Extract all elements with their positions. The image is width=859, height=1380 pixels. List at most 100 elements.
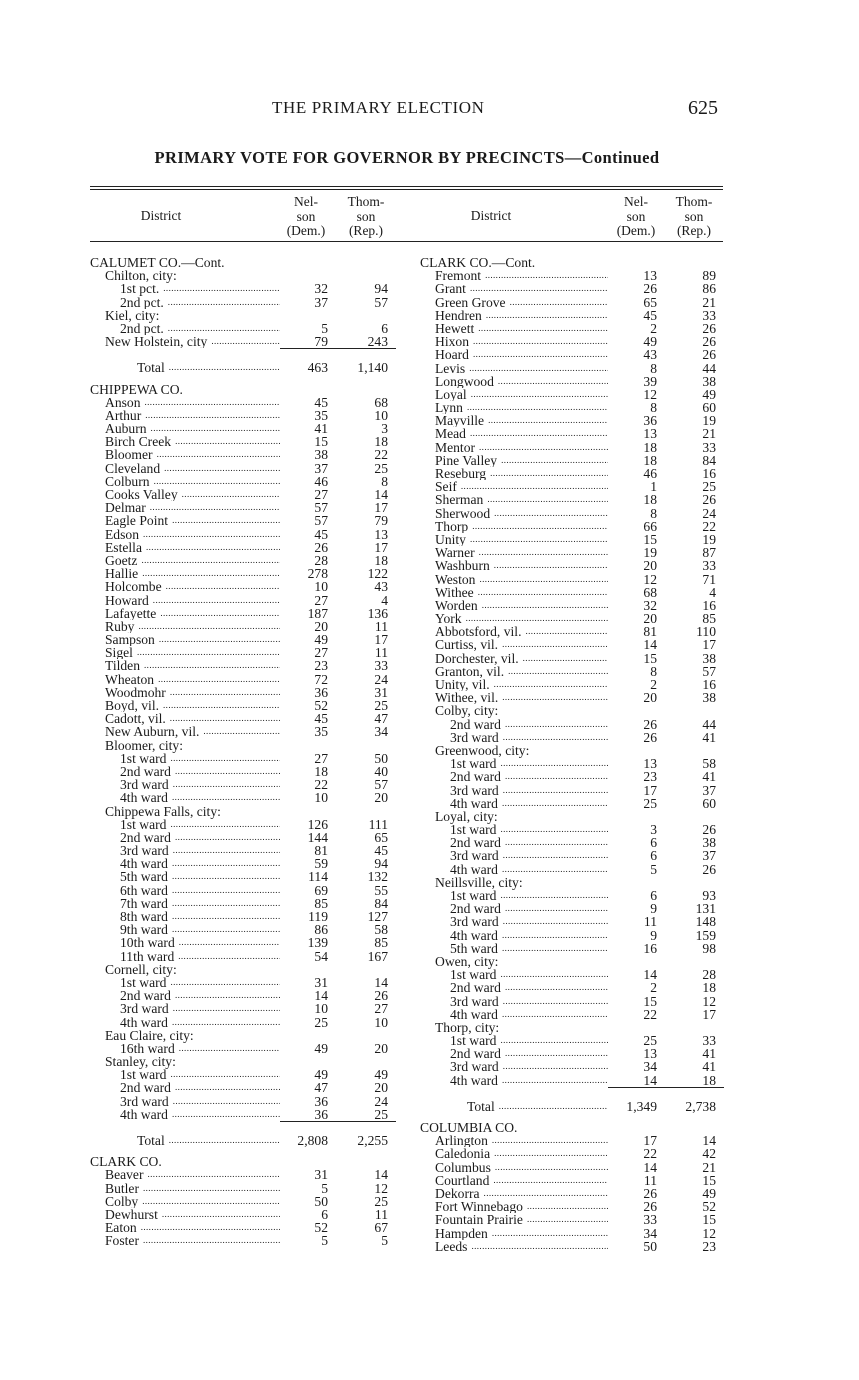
district-name: Total [137,1134,165,1148]
table-row: Butler 5 12 [90,1181,395,1195]
table-row: 2nd ward 9 131 [420,901,722,917]
table-row: Goetz 28 18 [90,554,395,568]
nelson-votes: 9 [650,927,657,943]
dot-leader [174,950,280,963]
thomson-votes: 14 [374,487,388,502]
dot-leader [162,580,280,593]
nelson-votes: 1 [650,479,657,495]
nelson-votes: 72 [314,671,328,687]
header-district-right: District [470,208,512,223]
district-cell: 4th ward [90,791,280,804]
nelson-votes: 39 [643,373,657,389]
nelson-votes: 12 [643,386,657,402]
nelson-votes: 17 [643,782,657,798]
district-name: Caledonia [435,1147,491,1161]
district-cell: 1st ward [90,976,280,989]
table-row: 4th ward 25 60 [420,796,722,810]
district-name: Thorp [435,519,469,533]
district-name: 4th ward [120,1107,168,1121]
district-name: 1st ward [450,968,497,982]
nelson-votes: 86 [314,922,328,938]
table-row: New Auburn, vil. 35 34 [90,725,395,739]
district-name: Fremont [435,269,482,283]
thomson-votes: 26 [702,861,716,877]
dot-leader [498,638,608,651]
table-row: Sherwood 8 24 [420,506,722,520]
table-top-rule [90,186,723,190]
district-cell: 2nd ward [90,989,280,1002]
thomson-votes: 22 [702,518,716,534]
nelson-votes: 26 [314,539,328,555]
district-name: Total [467,1099,495,1113]
dot-leader [166,752,280,765]
dot-leader [521,625,608,638]
nelson-votes: 26 [643,729,657,745]
dot-leader [469,335,608,348]
thomson-votes: 131 [695,901,716,917]
thomson-votes: 50 [374,750,388,766]
district-name: 10th ward [120,936,175,950]
district-name: 4th ward [450,1073,498,1087]
dot-leader [137,1221,280,1234]
district-cell: Cadott, vil. [90,712,280,725]
district-name: Hoard [435,348,469,362]
nelson-votes: 49 [314,1040,328,1056]
nelson-votes: 65 [643,294,657,310]
dot-leader [496,968,608,981]
municipality-label: Eau Claire, city: [105,1027,194,1043]
district-cell: Auburn [90,422,280,435]
district-cell: Withee [420,586,608,599]
nelson-votes: 15 [314,434,328,450]
table-row: Cleveland 37 25 [90,461,395,475]
nelson-votes: 32 [314,281,328,297]
district-name: Woodmohr [105,685,166,699]
district-name: Boyd, vil. [105,699,160,713]
district-name: Courtland [435,1173,490,1187]
table-row: Thorp 66 22 [420,518,722,534]
district-name: 3rd ward [450,730,499,744]
nelson-votes: 43 [643,347,657,363]
table-row: 2nd ward 13 41 [420,1047,722,1061]
table-row: Hixon 49 26 [420,335,722,349]
dot-leader [199,725,280,738]
nelson-votes: 36 [314,684,328,700]
district-cell: Arthur [90,409,280,422]
dot-leader [488,1227,608,1240]
district-name: Columbus [435,1160,491,1174]
thomson-votes: 37 [702,782,716,798]
dot-leader [475,546,608,559]
dot-leader [175,1042,280,1055]
thomson-votes: 71 [702,571,716,587]
district-cell: 4th ward [90,857,280,870]
dot-leader [499,849,608,862]
district-cell: Delmar [90,501,280,514]
thomson-votes: 26 [374,988,388,1004]
dot-leader [133,646,280,659]
district-name: Lynn [435,401,463,415]
table-row: Abbotsford, vil. 81 110 [420,625,722,639]
district-cell: Dekorra [420,1187,608,1200]
district-cell: Granton, vil. [420,665,608,678]
dot-leader [466,427,608,440]
dot-leader [171,765,280,778]
district-cell: Worden [420,599,608,612]
district-cell: Eaton [90,1221,280,1234]
nelson-votes: 20 [643,558,657,574]
thomson-votes: 38 [702,650,716,666]
nelson-votes: 27 [314,750,328,766]
district-cell: Arlington [420,1134,608,1147]
dot-leader [153,448,280,461]
district-name: Mead [435,427,466,441]
nelson-votes: 19 [643,545,657,561]
district-name: 1st ward [120,1068,167,1082]
nelson-votes: 46 [314,473,328,489]
district-cell: Pine Valley [420,454,608,467]
nelson-votes: 14 [643,1159,657,1175]
header-line: son [296,208,316,224]
dot-leader [466,282,608,295]
table-row: 3rd ward 34 41 [420,1060,722,1074]
table-row: Cooks Valley 27 14 [90,487,395,502]
nelson-votes: 13 [643,756,657,772]
table-row: Auburn 41 3 [90,422,395,436]
district-cell: 1st ward [420,823,608,836]
